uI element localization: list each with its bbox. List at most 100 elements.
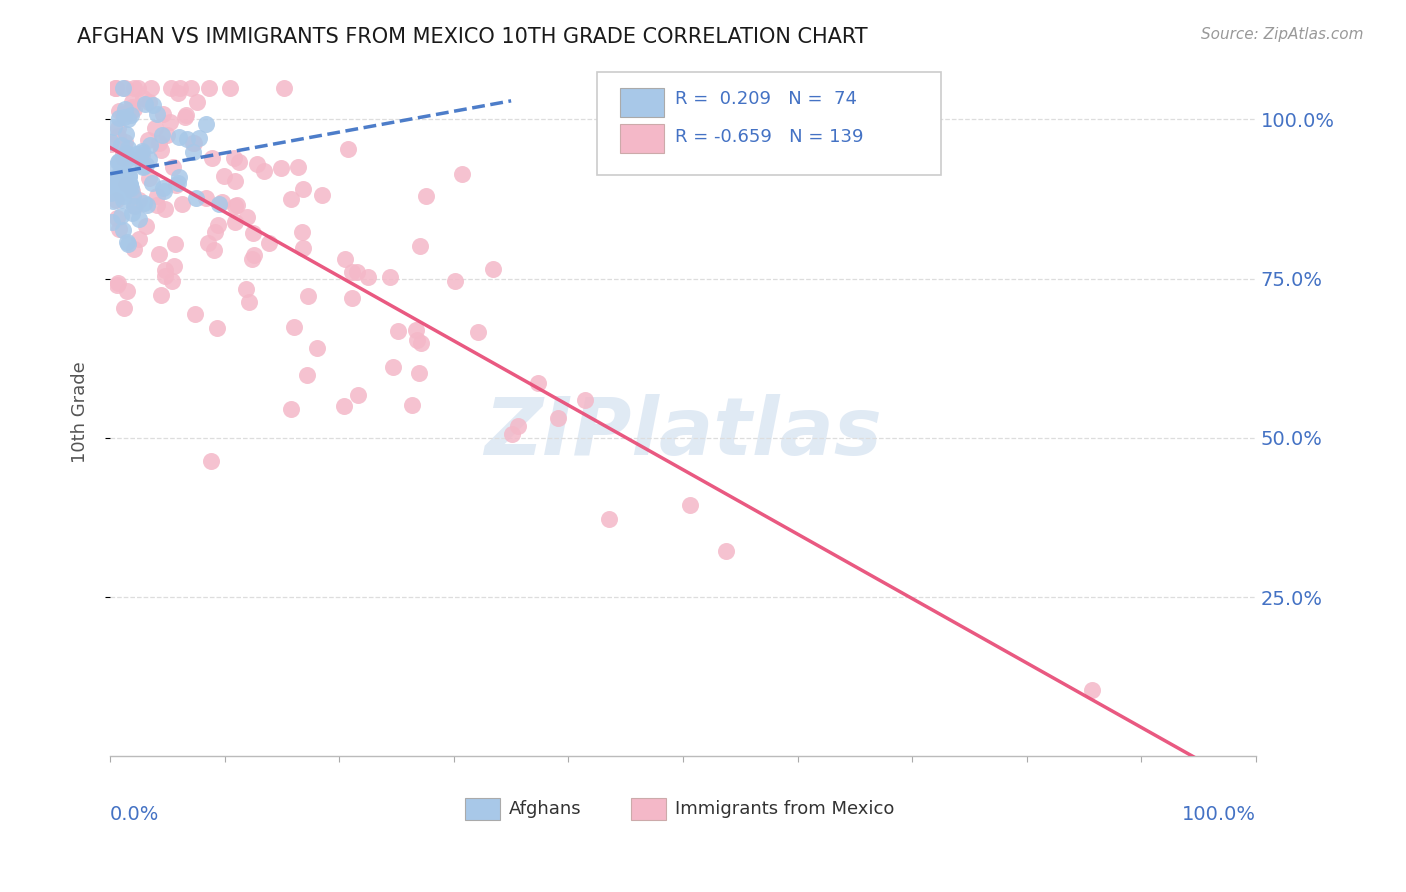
FancyBboxPatch shape bbox=[598, 72, 941, 175]
Point bbox=[101, 173, 124, 187]
Point bbox=[574, 393, 596, 408]
Point bbox=[165, 178, 187, 193]
Point bbox=[124, 199, 146, 213]
Point bbox=[211, 194, 233, 209]
Point bbox=[114, 80, 136, 95]
Point bbox=[283, 319, 305, 334]
Point bbox=[174, 110, 197, 124]
Point bbox=[134, 196, 156, 211]
Point bbox=[305, 341, 328, 355]
FancyBboxPatch shape bbox=[465, 798, 499, 821]
Point bbox=[408, 366, 430, 380]
Point bbox=[107, 128, 129, 143]
Point bbox=[107, 104, 129, 119]
Point bbox=[200, 454, 222, 468]
Point bbox=[105, 169, 128, 184]
Point bbox=[112, 110, 135, 124]
Point bbox=[112, 151, 135, 165]
Text: R = -0.659   N = 139: R = -0.659 N = 139 bbox=[675, 128, 863, 146]
Point bbox=[115, 182, 138, 196]
Point bbox=[333, 252, 356, 267]
Point bbox=[506, 418, 529, 433]
Point bbox=[152, 107, 174, 121]
Text: Afghans: Afghans bbox=[509, 800, 582, 818]
Point bbox=[110, 209, 132, 223]
Point bbox=[129, 146, 152, 161]
Point bbox=[280, 192, 302, 206]
Point bbox=[222, 151, 245, 165]
Point bbox=[121, 206, 143, 220]
Point bbox=[107, 120, 129, 135]
Point bbox=[167, 176, 190, 190]
Point bbox=[451, 167, 474, 181]
Point bbox=[146, 198, 169, 212]
Point bbox=[280, 402, 302, 417]
Point bbox=[153, 269, 176, 284]
Point bbox=[131, 160, 153, 174]
Text: 0.0%: 0.0% bbox=[110, 805, 159, 823]
Point bbox=[101, 214, 124, 228]
Point bbox=[105, 176, 128, 190]
Point bbox=[108, 221, 131, 235]
Point bbox=[159, 114, 181, 128]
Point bbox=[112, 194, 135, 208]
Point bbox=[118, 178, 141, 192]
Point bbox=[125, 146, 148, 161]
Point bbox=[117, 141, 139, 155]
Point bbox=[208, 197, 231, 211]
Point bbox=[101, 194, 124, 208]
Point bbox=[297, 289, 319, 303]
Point bbox=[409, 336, 432, 351]
Point bbox=[120, 159, 142, 173]
Point bbox=[273, 80, 295, 95]
Point bbox=[240, 252, 263, 266]
Point bbox=[1081, 683, 1104, 698]
Point bbox=[135, 219, 157, 233]
Point bbox=[104, 80, 127, 95]
FancyBboxPatch shape bbox=[620, 87, 664, 117]
Point bbox=[134, 97, 156, 112]
Point bbox=[150, 143, 173, 157]
Point bbox=[160, 274, 183, 288]
Point bbox=[121, 95, 143, 109]
Point bbox=[149, 287, 172, 301]
Point bbox=[714, 544, 737, 558]
Text: AFGHAN VS IMMIGRANTS FROM MEXICO 10TH GRADE CORRELATION CHART: AFGHAN VS IMMIGRANTS FROM MEXICO 10TH GR… bbox=[77, 27, 868, 46]
Point bbox=[117, 236, 139, 251]
Point bbox=[118, 106, 141, 120]
Point bbox=[205, 320, 228, 334]
Point bbox=[121, 188, 143, 202]
Point bbox=[117, 235, 139, 249]
Point bbox=[132, 159, 155, 173]
Point bbox=[112, 107, 135, 121]
Point bbox=[378, 269, 401, 284]
Point bbox=[114, 127, 136, 141]
Point bbox=[291, 225, 314, 239]
Point bbox=[125, 149, 148, 163]
Point bbox=[104, 193, 127, 207]
Point bbox=[224, 215, 246, 229]
Point bbox=[186, 95, 208, 109]
Point bbox=[162, 160, 184, 174]
Point bbox=[112, 145, 135, 160]
Point bbox=[122, 80, 145, 95]
Point bbox=[167, 130, 190, 145]
Point bbox=[101, 178, 124, 192]
Point bbox=[357, 270, 380, 285]
Point bbox=[160, 80, 183, 95]
Point bbox=[100, 136, 122, 150]
Point bbox=[148, 247, 170, 261]
Point bbox=[145, 107, 167, 121]
Point bbox=[138, 152, 160, 166]
Point bbox=[176, 132, 198, 146]
Point bbox=[235, 282, 257, 296]
Point bbox=[115, 284, 138, 298]
Point bbox=[243, 248, 266, 262]
Point bbox=[114, 166, 136, 180]
Point bbox=[224, 174, 246, 188]
Point bbox=[381, 359, 404, 374]
Point bbox=[131, 144, 153, 158]
Point bbox=[174, 108, 197, 122]
Point bbox=[103, 120, 125, 134]
Point bbox=[228, 155, 250, 169]
